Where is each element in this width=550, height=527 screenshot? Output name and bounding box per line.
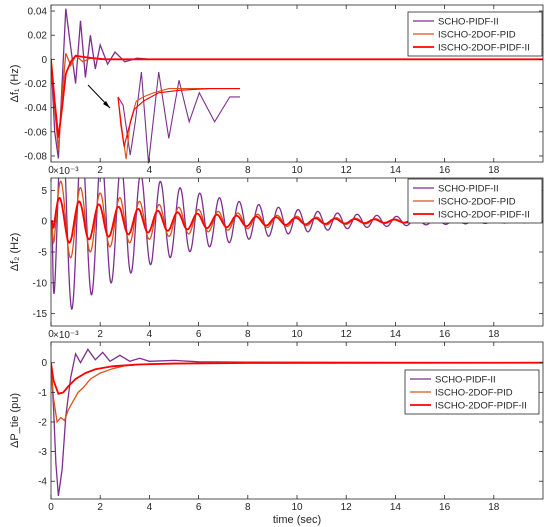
series-line-1 [51,348,543,497]
y-tick-label: 0.02 [28,31,48,42]
x-tick-label: 12 [341,502,353,513]
y-exponent-label: ×10⁻³ [53,330,79,341]
legend-label-3: ISCHO-2DOF-PIDF-II [438,43,530,54]
series-line-3 [51,54,543,138]
x-tick-label: 10 [291,329,303,340]
y-axis-label: Δf₁ (Hz) [9,65,21,103]
x-axis-label: time (sec) [273,514,321,526]
y-axis-label: ΔP_tie (pu) [9,393,21,448]
chart-panel-3: -4 -3 -2 -1 0 0 2 4 6 8 10 12 14 16 18 ×10⁻³ ΔP_tie (pu)… [9,330,544,526]
y-tick-label: -1 [38,388,47,399]
x-tick-label: 0 [48,502,54,513]
y-tick-label: 0.04 [28,7,48,18]
legend-label-2: ISCHO-2DOF-PID [438,197,516,208]
x-tick-label: 18 [488,329,500,340]
x-tick-label: 16 [439,165,451,176]
legend: SCHO-PIDF-II ISCHO-2DOF-PID ISCHO-2DOF-PID… [404,369,540,415]
x-tick-label: 18 [488,165,500,176]
x-tick-label: 8 [245,165,251,176]
y-exponent-label: ×10⁻³ [53,166,79,177]
legend-label-3: ISCHO-2DOF-PIDF-II [438,210,530,221]
y-tick-label: -0.08 [24,151,47,162]
plot-area [51,8,543,159]
inset-arrowhead [103,101,110,108]
x-tick-label: 4 [147,165,153,176]
x-tick-label: 2 [97,165,103,176]
y-tick-label: -0.06 [24,127,47,138]
x-tick-label: 12 [341,165,353,176]
legend-label-1: SCHO-PIDF-II [435,375,496,386]
inset-line-2 [117,88,240,160]
y-tick-label: -3 [38,447,47,458]
y-tick-label: -0.04 [24,103,47,114]
x-tick-label: 10 [291,502,303,513]
x-tick-label: 16 [439,329,451,340]
x-tick-label: 18 [488,502,500,513]
x-tick-label: 14 [390,502,402,513]
x-tick-label: 16 [439,502,451,513]
x-tick-label: 8 [245,329,251,340]
legend-label-1: SCHO-PIDF-II [438,17,499,28]
y-tick-label: -15 [33,309,48,320]
inset-line-1 [117,71,240,164]
y-axis-label: Δf₂ (Hz) [9,233,21,272]
x-tick-label: 4 [147,329,153,340]
y-tick-label: 0 [41,55,47,66]
legend-label-2: ISCHO-2DOF-PID [438,30,516,41]
y-tick-label: -4 [38,477,47,488]
series-line-2 [51,53,543,150]
x-tick-label: 0 [48,329,54,340]
x-tick-label: 4 [147,502,153,513]
x-tick-label: 0 [48,165,54,176]
y-tick-label: -5 [38,248,47,259]
chart-panel-1: -0.08 -0.06 -0.04 -0.02 0 0.02 0.04 0 2 4 6 8 10 12 14… [9,4,544,176]
plot-area [51,348,543,497]
x-tick-label: 10 [291,165,303,176]
legend-label-3: ISCHO-2DOF-PIDF-II [435,401,527,412]
legend-label-1: SCHO-PIDF-II [438,184,499,195]
x-tick-label: 6 [196,329,202,340]
legend: SCHO-PIDF-II ISCHO-2DOF-PID ISCHO-2DOF-PID… [407,11,543,57]
y-tick-label: -2 [38,417,47,428]
y-tick-label: 0 [41,217,47,228]
x-tick-label: 6 [196,165,202,176]
x-tick-label: 8 [245,502,251,513]
y-tick-label: 5 [41,186,47,197]
zoom-inset [87,71,240,164]
x-tick-label: 14 [390,165,402,176]
x-tick-label: 6 [196,502,202,513]
y-tick-label: 0 [41,358,47,369]
x-tick-label: 14 [390,329,402,340]
legend: SCHO-PIDF-II ISCHO-2DOF-PID ISCHO-2DOF-PID… [407,178,543,224]
x-tick-label: 2 [97,502,103,513]
y-tick-label: -0.02 [24,79,47,90]
x-tick-label: 12 [341,329,353,340]
legend-label-2: ISCHO-2DOF-PID [435,388,513,399]
x-tick-label: 2 [97,329,103,340]
y-tick-label: -10 [33,278,48,289]
inset-line-3 [117,88,240,147]
series-line-3 [51,361,543,395]
